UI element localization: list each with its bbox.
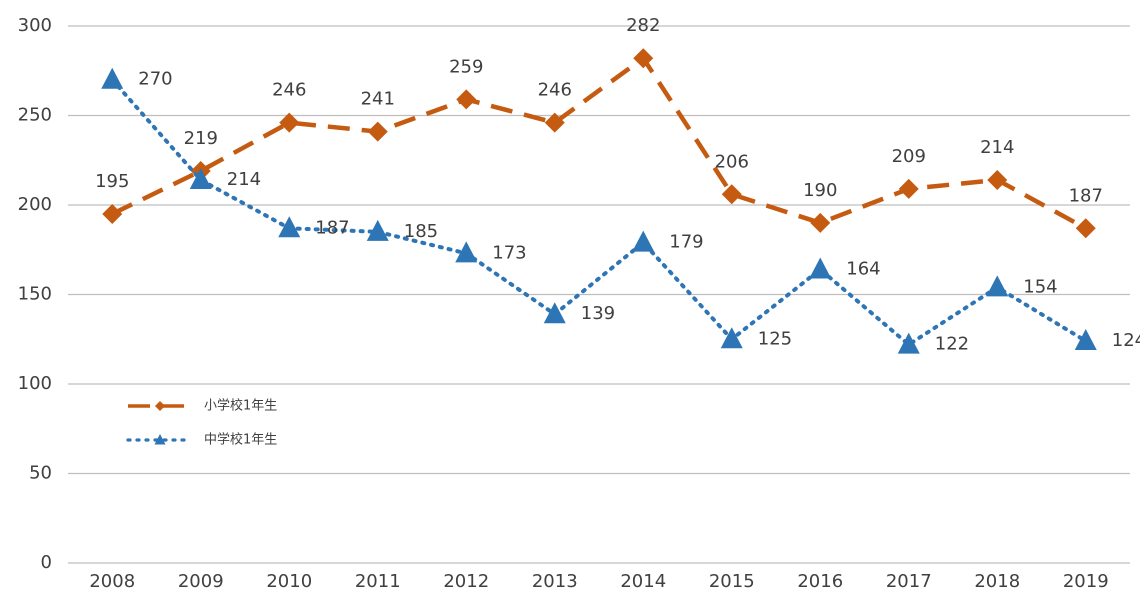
y-tick-label: 100 xyxy=(18,373,52,394)
data-label: 209 xyxy=(892,146,926,167)
data-point xyxy=(279,112,300,133)
legend-marker xyxy=(155,401,165,411)
data-label: 187 xyxy=(1069,185,1103,206)
data-label: 259 xyxy=(449,56,483,77)
data-label: 139 xyxy=(581,303,615,324)
data-label: 124 xyxy=(1112,330,1140,351)
x-tick-label: 2014 xyxy=(620,571,666,592)
data-label: 206 xyxy=(715,151,749,172)
data-label: 214 xyxy=(980,137,1014,158)
data-point xyxy=(543,302,566,324)
data-point xyxy=(544,112,565,133)
y-tick-label: 300 xyxy=(18,15,52,36)
x-tick-label: 2013 xyxy=(532,571,578,592)
x-tick-label: 2008 xyxy=(89,571,135,592)
data-point xyxy=(1074,329,1097,351)
data-label: 185 xyxy=(404,221,438,242)
x-tick-label: 2011 xyxy=(355,571,401,592)
data-label: 164 xyxy=(846,258,880,279)
data-point xyxy=(986,275,1009,297)
x-tick-label: 2010 xyxy=(266,571,312,592)
data-point xyxy=(366,219,389,241)
data-label: 282 xyxy=(626,15,660,36)
data-label: 246 xyxy=(538,80,572,101)
data-label: 190 xyxy=(803,180,837,201)
data-label: 214 xyxy=(227,169,261,190)
y-tick-label: 150 xyxy=(18,284,52,305)
x-tick-label: 2017 xyxy=(886,571,932,592)
y-tick-label: 250 xyxy=(18,105,52,126)
data-label: 241 xyxy=(361,89,395,110)
data-point xyxy=(102,203,123,224)
data-point xyxy=(721,184,742,205)
x-tick-label: 2015 xyxy=(709,571,755,592)
x-tick-label: 2009 xyxy=(178,571,224,592)
data-label: 187 xyxy=(315,217,349,238)
data-label: 270 xyxy=(138,69,172,90)
data-label: 219 xyxy=(184,128,218,149)
data-label: 246 xyxy=(272,80,306,101)
data-point xyxy=(897,332,920,354)
data-label: 173 xyxy=(492,242,526,263)
series-line xyxy=(111,55,1087,231)
data-point xyxy=(278,216,301,238)
x-tick-label: 2018 xyxy=(974,571,1020,592)
data-point xyxy=(632,230,655,252)
x-tick-label: 2016 xyxy=(797,571,843,592)
data-point xyxy=(455,241,478,263)
data-point xyxy=(987,169,1008,190)
x-tick-label: 2012 xyxy=(443,571,489,592)
legend-label: 小学校1年生 xyxy=(204,398,277,414)
data-point xyxy=(720,327,743,349)
data-point xyxy=(189,167,212,189)
data-label: 179 xyxy=(669,232,703,253)
legend-label: 中学校1年生 xyxy=(204,432,277,448)
data-point xyxy=(456,89,477,110)
data-point xyxy=(101,67,124,89)
data-point xyxy=(898,178,919,199)
series-line xyxy=(110,77,1088,348)
x-tick-label: 2019 xyxy=(1063,571,1109,592)
data-point xyxy=(1075,218,1096,239)
y-tick-label: 50 xyxy=(29,463,52,484)
data-label: 122 xyxy=(935,334,969,355)
y-tick-label: 200 xyxy=(18,194,52,215)
data-label: 195 xyxy=(95,171,129,192)
y-tick-label: 0 xyxy=(41,552,52,573)
legend-marker xyxy=(154,434,166,445)
data-point xyxy=(810,212,831,233)
data-point xyxy=(809,257,832,279)
data-label: 154 xyxy=(1023,276,1057,297)
data-point xyxy=(367,121,388,142)
data-point xyxy=(633,48,654,69)
data-label: 125 xyxy=(758,328,792,349)
